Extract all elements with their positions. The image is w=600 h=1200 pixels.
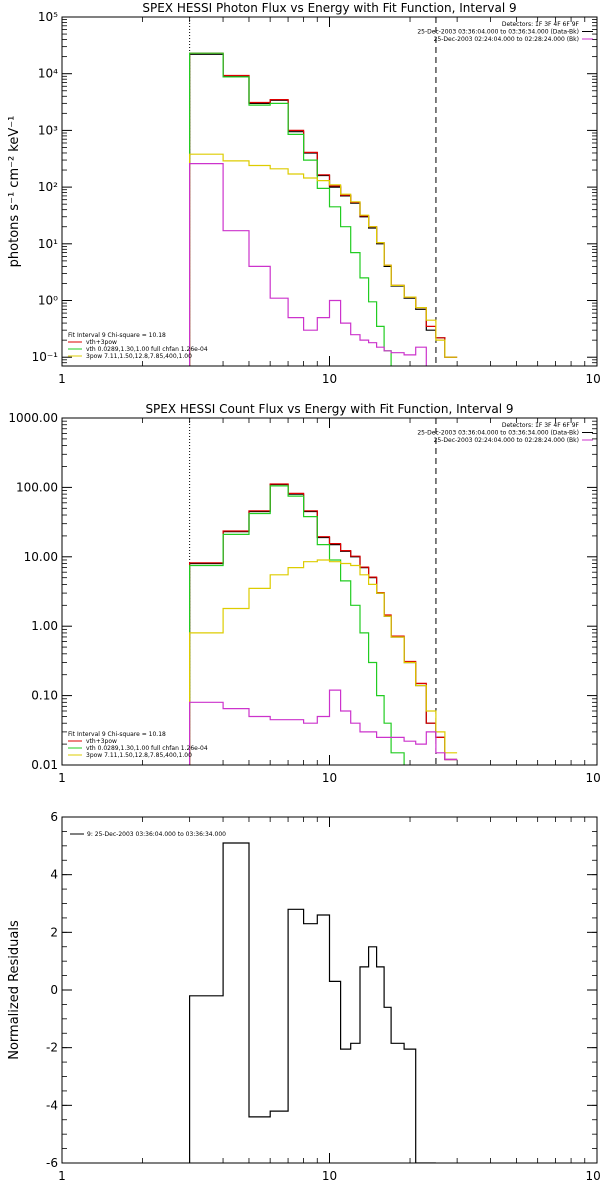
plot-frame [61, 417, 598, 766]
x-tick-label: 10 [322, 771, 337, 785]
series-line-5 [189, 689, 458, 765]
legend-top-right-text: 25-Dec-2003 03:36:04.000 to 03:36:34.000… [417, 430, 579, 437]
legend-bottom-left-text: vth+3pow [86, 339, 117, 346]
legend-bottom-left-text: vth 0.0289,1.30,1.00 full chfan 1.26e-04 [86, 346, 208, 353]
series-line-2 [189, 52, 458, 366]
legend-bottom-left-text: vth 0.0289,1.30,1.00 full chfan 1.26e-04 [86, 745, 208, 752]
legend-top-right-text: Detectors: 1F 3F 4F 6F 9F [502, 422, 580, 429]
series-line-4 [189, 559, 458, 765]
series-line-3 [189, 485, 405, 765]
y-tick-label: 4 [50, 868, 58, 882]
series-line-3 [189, 52, 392, 366]
y-tick-label: 2 [50, 925, 58, 939]
legend-top-left-text: 9: 25-Dec-2003 03:36:04.000 to 03:36:34.… [87, 831, 226, 838]
chart-panel-3: Normalized Residuals 1 10 100 -6 -4 -2 0 2 4 6 9: 2… [7, 810, 600, 1183]
y-tick-label: -4 [46, 1098, 58, 1112]
y-tick-label: 10⁵ [38, 10, 58, 24]
x-tick-label: 100 [586, 771, 600, 785]
chart-title: SPEX HESSI Photon Flux vs Energy with Fi… [142, 1, 516, 15]
y-tick-label: -6 [46, 1156, 58, 1170]
legend-bottom-left-text: 3pow 7.11,1.50,12.8,7.85,400,1.00 [86, 353, 192, 360]
plot-frame [61, 816, 598, 1164]
y-tick-label: 1.00 [31, 619, 58, 633]
x-tick-label: 100 [586, 372, 600, 386]
chart-title: SPEX HESSI Count Flux vs Energy with Fit… [145, 402, 513, 416]
y-tick-label: 10.00 [24, 550, 58, 564]
y-tick-label: 0 [50, 983, 58, 997]
x-tick-label: 1 [58, 1169, 66, 1183]
chart-panel-1: SPEX HESSI Photon Flux vs Energy with Fi… [7, 1, 600, 386]
y-tick-label: 0.10 [31, 689, 58, 703]
series-line-2 [189, 483, 458, 765]
legend-top-right-text: Detectors: 1F 3F 4F 6F 9F [502, 21, 580, 28]
y-axis-label: photons s⁻¹ cm⁻² keV⁻¹ [7, 116, 22, 268]
y-tick-label: 10³ [38, 123, 58, 137]
legend-top-right-text: 25-Dec-2003 02:24:04.000 to 02:28:24.000… [434, 36, 579, 43]
series-line-1 [189, 483, 458, 765]
series-line-1 [189, 842, 436, 1163]
legend-bottom-left-text: 3pow 7.11,1.50,12.8,7.85,400,1.00 [86, 752, 192, 759]
x-tick-label: 10 [322, 1169, 337, 1183]
legend-top-right-text: 25-Dec-2003 03:36:04.000 to 03:36:34.000… [417, 29, 579, 36]
legend-bottom-left-text: Fit Interval 9 Chi-square = 10.18 [68, 731, 166, 738]
legend-bottom-left-text: vth+3pow [86, 738, 117, 745]
series-line-1 [189, 53, 458, 366]
y-tick-label: -2 [46, 1041, 58, 1055]
y-tick-label: 10⁻¹ [32, 350, 59, 364]
series-line-5 [189, 163, 427, 366]
legend-top-right-text: 25-Dec-2003 02:24:04.000 to 02:28:24.000… [434, 437, 579, 444]
series-line-4 [189, 153, 458, 366]
chart-panel-2: SPEX HESSI Count Flux vs Energy with Fit… [8, 402, 600, 785]
y-tick-label: 100.00 [16, 480, 58, 494]
y-tick-label: 0.01 [31, 758, 58, 772]
y-tick-label: 10⁰ [38, 294, 58, 308]
plot-frame [61, 16, 598, 367]
legend-bottom-left-text: Fit Interval 9 Chi-square = 10.18 [68, 332, 166, 339]
x-tick-label: 100 [586, 1169, 600, 1183]
y-tick-label: 6 [50, 810, 58, 824]
x-tick-label: 1 [58, 771, 66, 785]
y-tick-label: 10⁴ [38, 67, 58, 81]
y-axis-label: Normalized Residuals [7, 920, 22, 1060]
y-tick-label: 10¹ [38, 237, 58, 251]
x-tick-label: 10 [322, 372, 337, 386]
y-tick-label: 1000.00 [8, 411, 58, 425]
x-tick-label: 1 [58, 372, 66, 386]
y-tick-label: 10² [38, 180, 58, 194]
